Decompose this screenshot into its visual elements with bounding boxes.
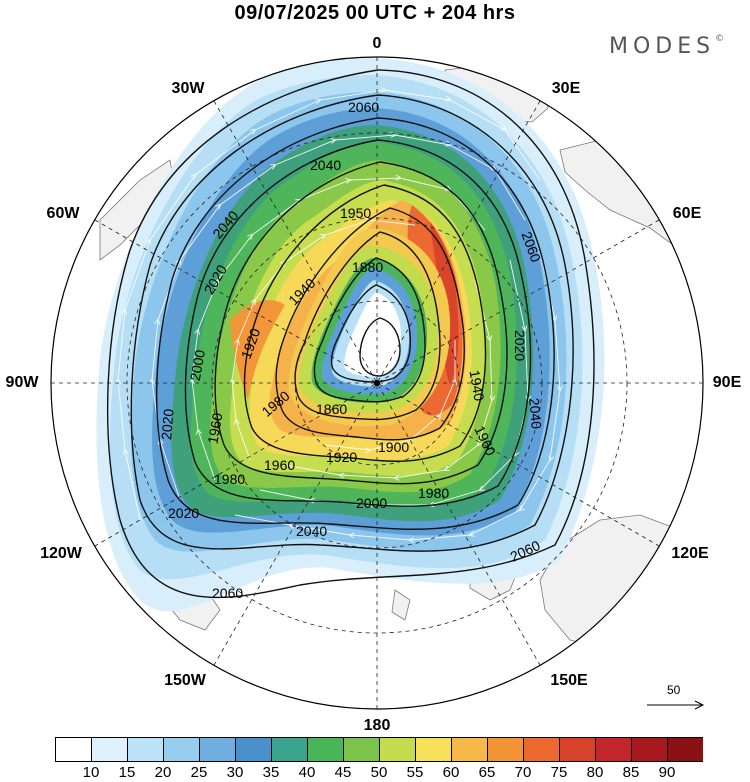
color-bar-tick-label: 30 [226, 764, 244, 781]
graticule [51, 57, 703, 709]
color-bar-swatch [631, 737, 668, 762]
color-bar-tick-label: 25 [190, 764, 208, 781]
contour-label: 1980 [418, 485, 449, 501]
lon-label-30w: 30W [171, 80, 205, 97]
contour-label: 1860 [316, 401, 347, 417]
lon-label-90w: 90W [5, 374, 39, 391]
color-bar-swatch [235, 737, 272, 762]
color-bar [55, 737, 703, 762]
geopotential-contours [106, 69, 595, 599]
color-bar-swatch [55, 737, 92, 762]
contour-label: 1940 [466, 369, 487, 403]
contour-label: 2020 [158, 408, 177, 441]
color-bar-swatch [415, 737, 452, 762]
color-bar-swatch [667, 737, 703, 762]
contour-label: 1980 [214, 471, 245, 487]
wind-streamlines [118, 90, 560, 540]
lon-label-60e: 60E [672, 205, 702, 222]
color-bar-swatch [379, 737, 416, 762]
color-bar-tick-label: 85 [622, 764, 640, 781]
map-title: 09/07/2025 00 UTC + 204 hrs [234, 2, 516, 24]
contour-label: 2040 [310, 157, 341, 173]
color-bar-tick-label: 45 [334, 764, 352, 781]
color-bar-tick-label: 90 [658, 764, 676, 781]
modes-logo: MODES© [609, 34, 724, 59]
color-bar-tick-label: 15 [118, 764, 136, 781]
color-bar-swatch [559, 737, 596, 762]
color-bar-swatch [163, 737, 200, 762]
contour-label: 1900 [378, 439, 409, 455]
color-bar-tick-label: 55 [406, 764, 424, 781]
contour-labels: 2060 2040 1950 2040 2020 1940 1880 2060 … [158, 99, 545, 601]
contour-label: 2000 [187, 348, 208, 382]
color-bar-swatch [523, 737, 560, 762]
color-bar-swatch [451, 737, 488, 762]
color-bar-swatch [343, 737, 380, 762]
color-bar-tick-label: 40 [298, 764, 316, 781]
contour-label: 2020 [512, 330, 528, 361]
color-bar-swatch [271, 737, 308, 762]
lon-label-180: 180 [363, 717, 391, 734]
color-bar-tick-label: 65 [478, 764, 496, 781]
reference-arrow-icon [647, 700, 705, 710]
color-bar-swatch [199, 737, 236, 762]
lon-label-90e: 90E [712, 374, 742, 391]
color-bar-swatch [307, 737, 344, 762]
contour-label: 1880 [352, 259, 383, 275]
lon-label-0: 0 [372, 35, 382, 52]
contour-label: 2060 [212, 585, 243, 601]
color-bar-swatch [487, 737, 524, 762]
color-bar-swatch [91, 737, 128, 762]
lon-label-60w: 60W [46, 205, 80, 222]
reference-vector: 50 [645, 683, 707, 713]
color-bar-tick-label: 20 [154, 764, 172, 781]
lon-label-120e: 120E [671, 545, 709, 562]
contour-label: 1920 [326, 449, 357, 465]
contour-label: 1950 [340, 205, 371, 221]
contour-label: 2000 [356, 495, 387, 511]
color-bar-tick-label: 70 [514, 764, 532, 781]
color-bar-tick-label: 80 [586, 764, 604, 781]
contour-label: 2040 [296, 523, 327, 539]
color-bar-tick-label: 10 [82, 764, 100, 781]
reference-vector-value: 50 [667, 683, 681, 697]
color-bar-swatch [127, 737, 164, 762]
lon-label-30e: 30E [551, 80, 581, 97]
contour-label: 1960 [264, 457, 295, 473]
color-bar-tick-label: 75 [550, 764, 568, 781]
contour-label: 2060 [348, 99, 379, 115]
contour-label: 1960 [204, 411, 225, 445]
color-bar-tick-label: 50 [370, 764, 388, 781]
brand-mark: © [715, 34, 725, 44]
color-bar-tick-label: 35 [262, 764, 280, 781]
lon-label-150w: 150W [164, 672, 206, 689]
contour-label: 2040 [526, 397, 545, 430]
lon-label-120w: 120W [40, 545, 82, 562]
color-bar-tick-label: 60 [442, 764, 460, 781]
contour-label: 2020 [168, 505, 199, 521]
color-bar-swatch [595, 737, 632, 762]
polar-map: 2060 2040 1950 2040 2020 1940 1880 2060 … [50, 56, 704, 710]
lon-label-150e: 150E [550, 672, 588, 689]
brand-name: MODES [609, 34, 716, 59]
